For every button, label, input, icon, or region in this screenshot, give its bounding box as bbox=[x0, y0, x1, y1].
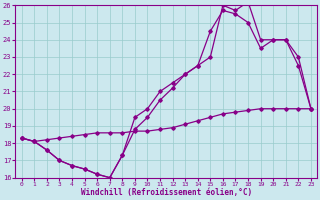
X-axis label: Windchill (Refroidissement éolien,°C): Windchill (Refroidissement éolien,°C) bbox=[81, 188, 252, 197]
